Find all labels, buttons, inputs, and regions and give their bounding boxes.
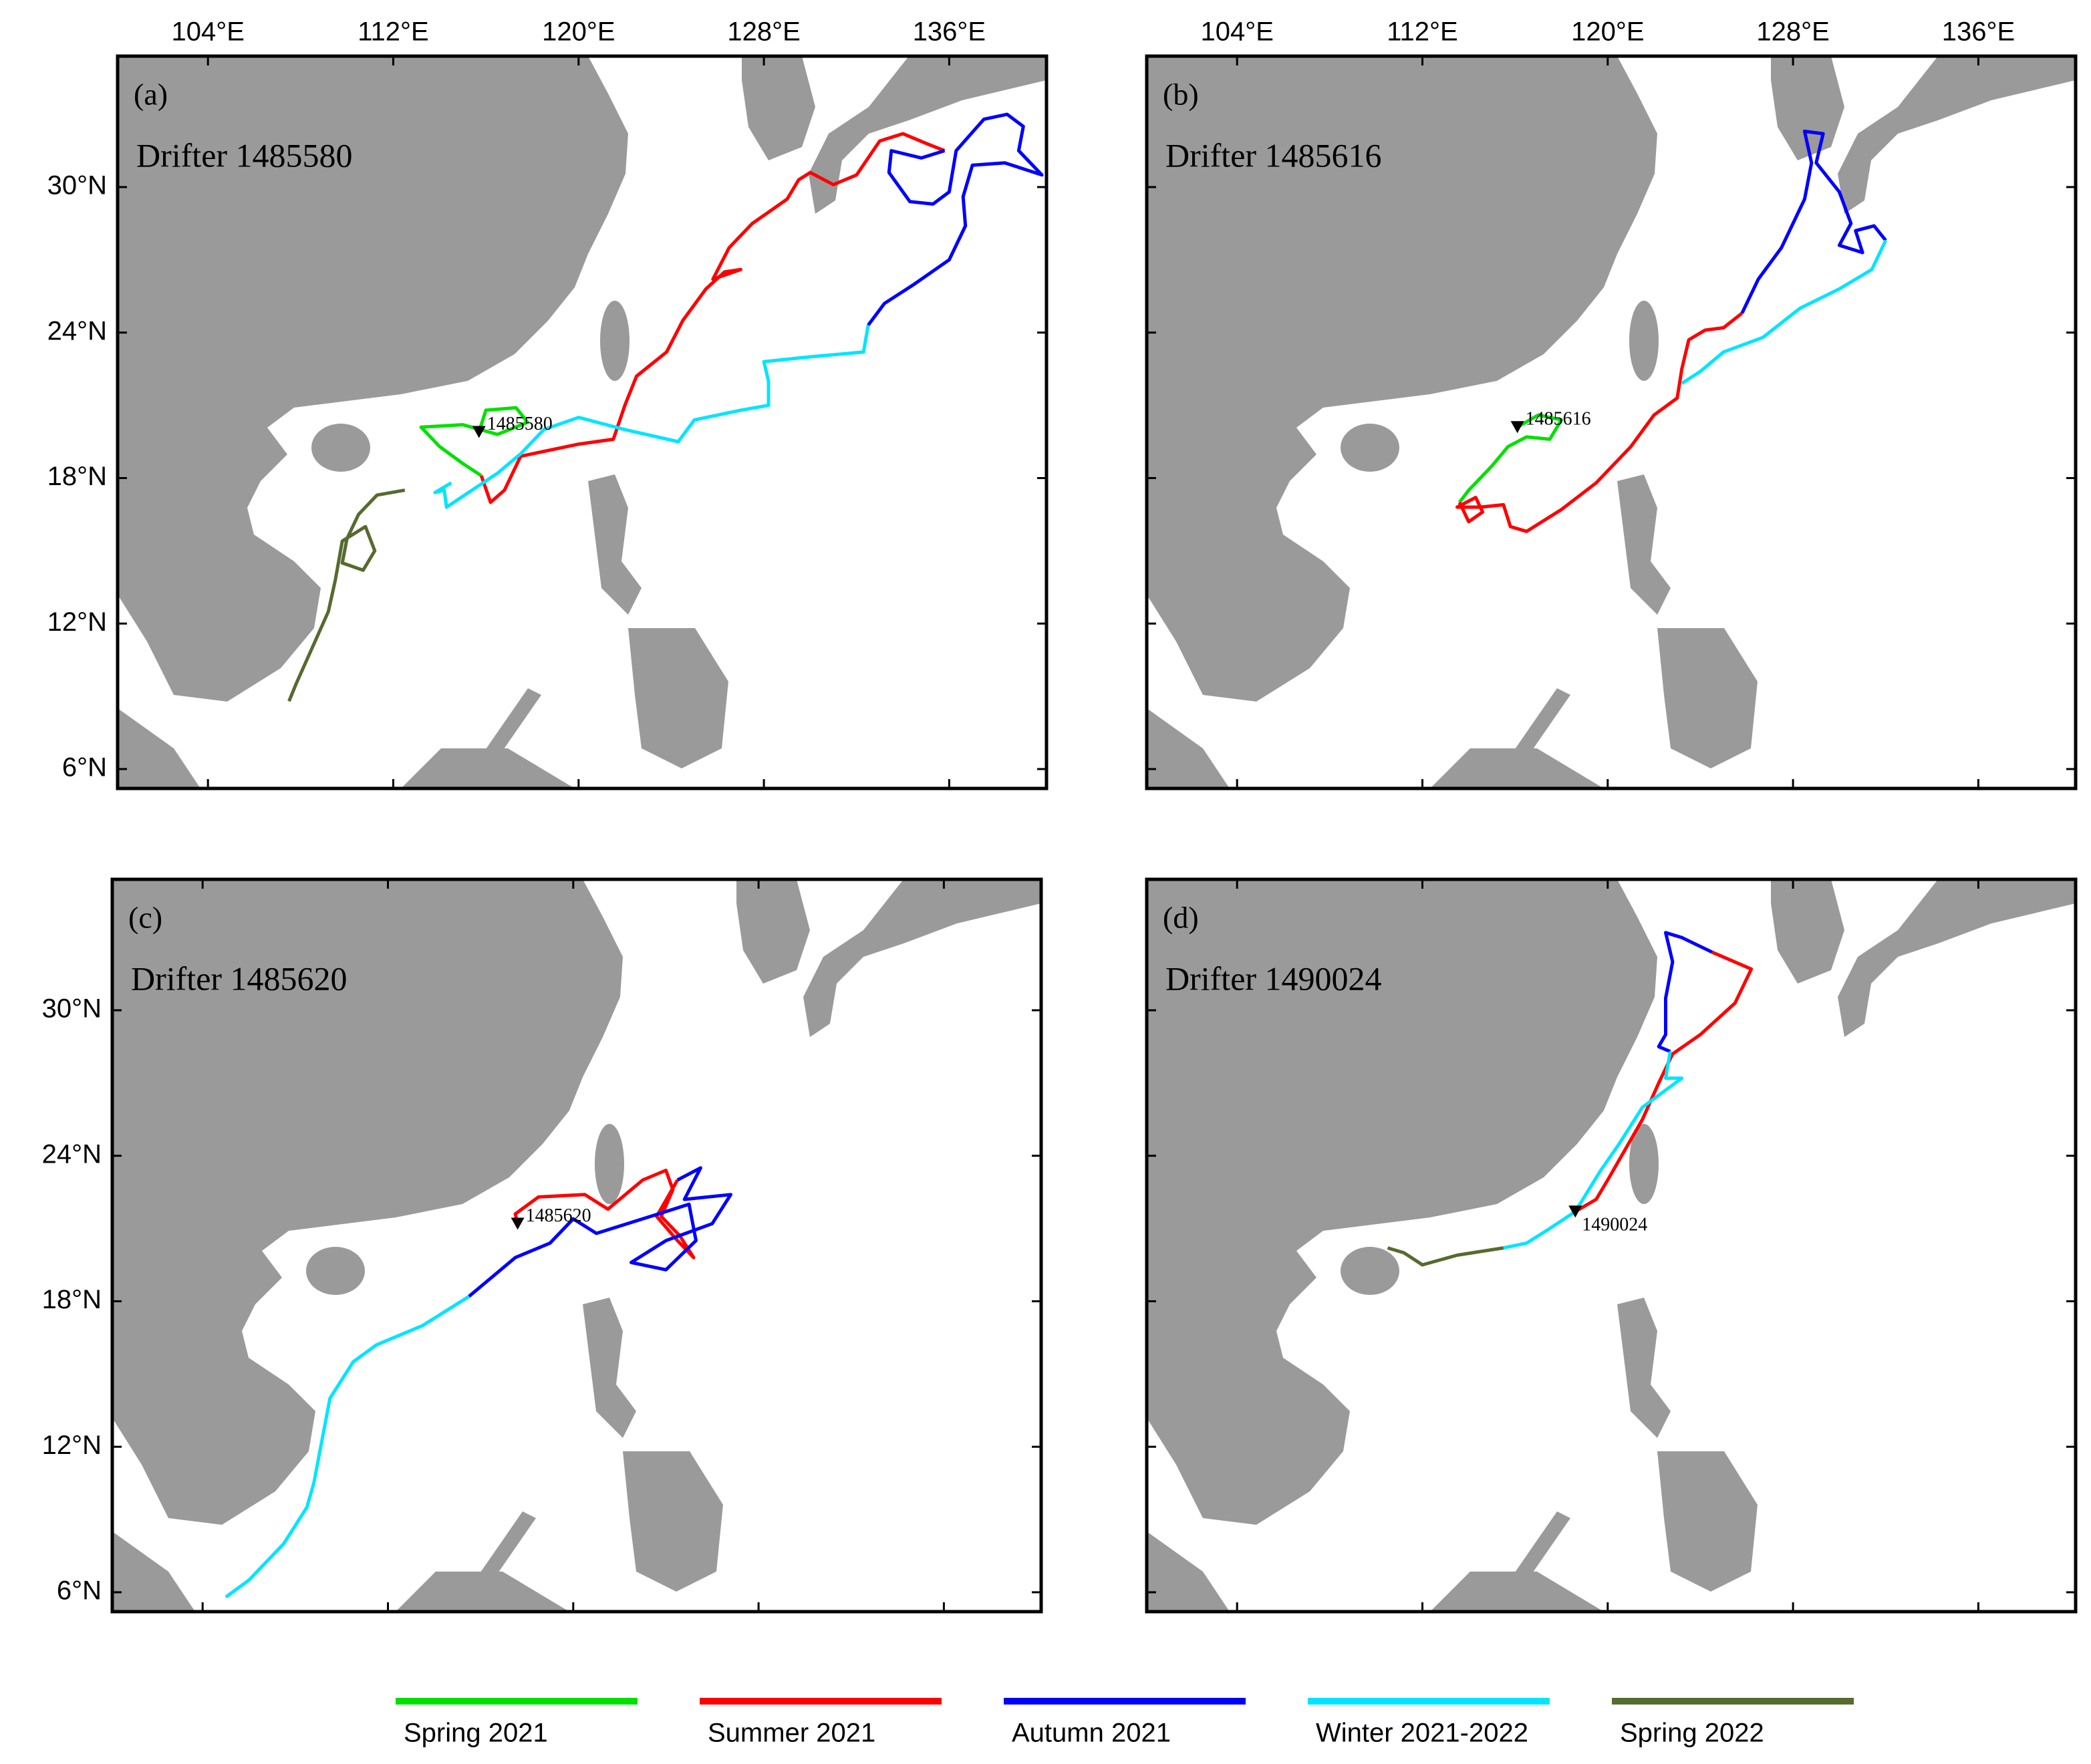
tracks bbox=[225, 1166, 732, 1599]
panel-frame bbox=[1145, 54, 2078, 790]
panel-label: (c) bbox=[128, 901, 162, 935]
lat-tick-label: 24°N bbox=[42, 1139, 102, 1169]
marker-label: 1490024 bbox=[1582, 1215, 1647, 1235]
lat-tick-label: 18°N bbox=[47, 462, 107, 491]
lat-tick-label: 6°N bbox=[62, 753, 107, 782]
tracks bbox=[1455, 130, 1888, 533]
lon-tick-label: 136°E bbox=[913, 17, 986, 47]
legend-label: Spring 2021 bbox=[404, 1719, 548, 1748]
lon-tick-label: 120°E bbox=[1571, 17, 1644, 47]
drifter-track bbox=[1455, 311, 1744, 533]
legend-label: Winter 2021-2022 bbox=[1316, 1719, 1528, 1748]
panel-label: (b) bbox=[1163, 78, 1199, 112]
lon-tick-label: 104°E bbox=[1200, 17, 1273, 47]
legend-label: Summer 2021 bbox=[708, 1719, 875, 1748]
lat-tick-label: 18°N bbox=[42, 1285, 102, 1314]
drifter-track bbox=[433, 325, 870, 509]
legend-label: Spring 2022 bbox=[1620, 1719, 1764, 1748]
drifter-track bbox=[1503, 1051, 1684, 1250]
drifter-track bbox=[468, 1166, 732, 1298]
drifter-track bbox=[867, 112, 1044, 327]
lon-tick-label: 104°E bbox=[171, 17, 244, 47]
panel-label: (a) bbox=[134, 78, 168, 112]
start-marker bbox=[472, 426, 486, 438]
drifter-track bbox=[1657, 931, 1713, 1054]
lat-tick-label: 24°N bbox=[47, 316, 107, 345]
drifter-track bbox=[1387, 1246, 1504, 1267]
lon-tick-label: 112°E bbox=[1387, 17, 1457, 47]
lon-tick-label: 120°E bbox=[542, 17, 615, 47]
panel-title: Drifter 1485580 bbox=[136, 136, 353, 174]
lat-tick-label: 12°N bbox=[47, 607, 107, 637]
lon-tick-label: 128°E bbox=[727, 17, 800, 47]
panel-frame bbox=[116, 54, 1049, 790]
panel-title: Drifter 1485616 bbox=[1165, 136, 1382, 174]
drifter-track bbox=[513, 1169, 696, 1260]
start-marker bbox=[1510, 421, 1524, 434]
panel-frame bbox=[1145, 877, 2078, 1614]
start-marker bbox=[511, 1217, 525, 1230]
start-marker bbox=[1568, 1205, 1582, 1218]
lon-tick-label: 136°E bbox=[1942, 17, 2015, 47]
panel-title: Drifter 1490024 bbox=[1165, 960, 1382, 997]
drifter-track bbox=[1681, 239, 1888, 385]
tracks bbox=[287, 112, 1044, 702]
legend-label: Autumn 2021 bbox=[1012, 1719, 1171, 1748]
lat-tick-label: 6°N bbox=[57, 1576, 102, 1606]
drifter-track bbox=[479, 132, 946, 504]
panel-label: (d) bbox=[1163, 901, 1199, 935]
drifter-track bbox=[1740, 130, 1887, 314]
panel-frame bbox=[110, 877, 1043, 1614]
drifter-track bbox=[225, 1295, 470, 1599]
lat-tick-label: 30°N bbox=[47, 171, 107, 200]
tracks bbox=[1387, 931, 1754, 1267]
lat-tick-label: 30°N bbox=[42, 994, 102, 1024]
lon-tick-label: 128°E bbox=[1756, 17, 1829, 47]
lon-tick-label: 112°E bbox=[358, 17, 428, 47]
panel-title: Drifter 1485620 bbox=[131, 960, 347, 997]
marker-label: 1485580 bbox=[487, 414, 553, 434]
drifter-track bbox=[287, 488, 406, 702]
drifter-track bbox=[1458, 413, 1563, 504]
marker-label: 1485620 bbox=[526, 1205, 591, 1226]
lat-tick-label: 12°N bbox=[42, 1431, 102, 1460]
marker-label: 1485616 bbox=[1526, 409, 1591, 430]
